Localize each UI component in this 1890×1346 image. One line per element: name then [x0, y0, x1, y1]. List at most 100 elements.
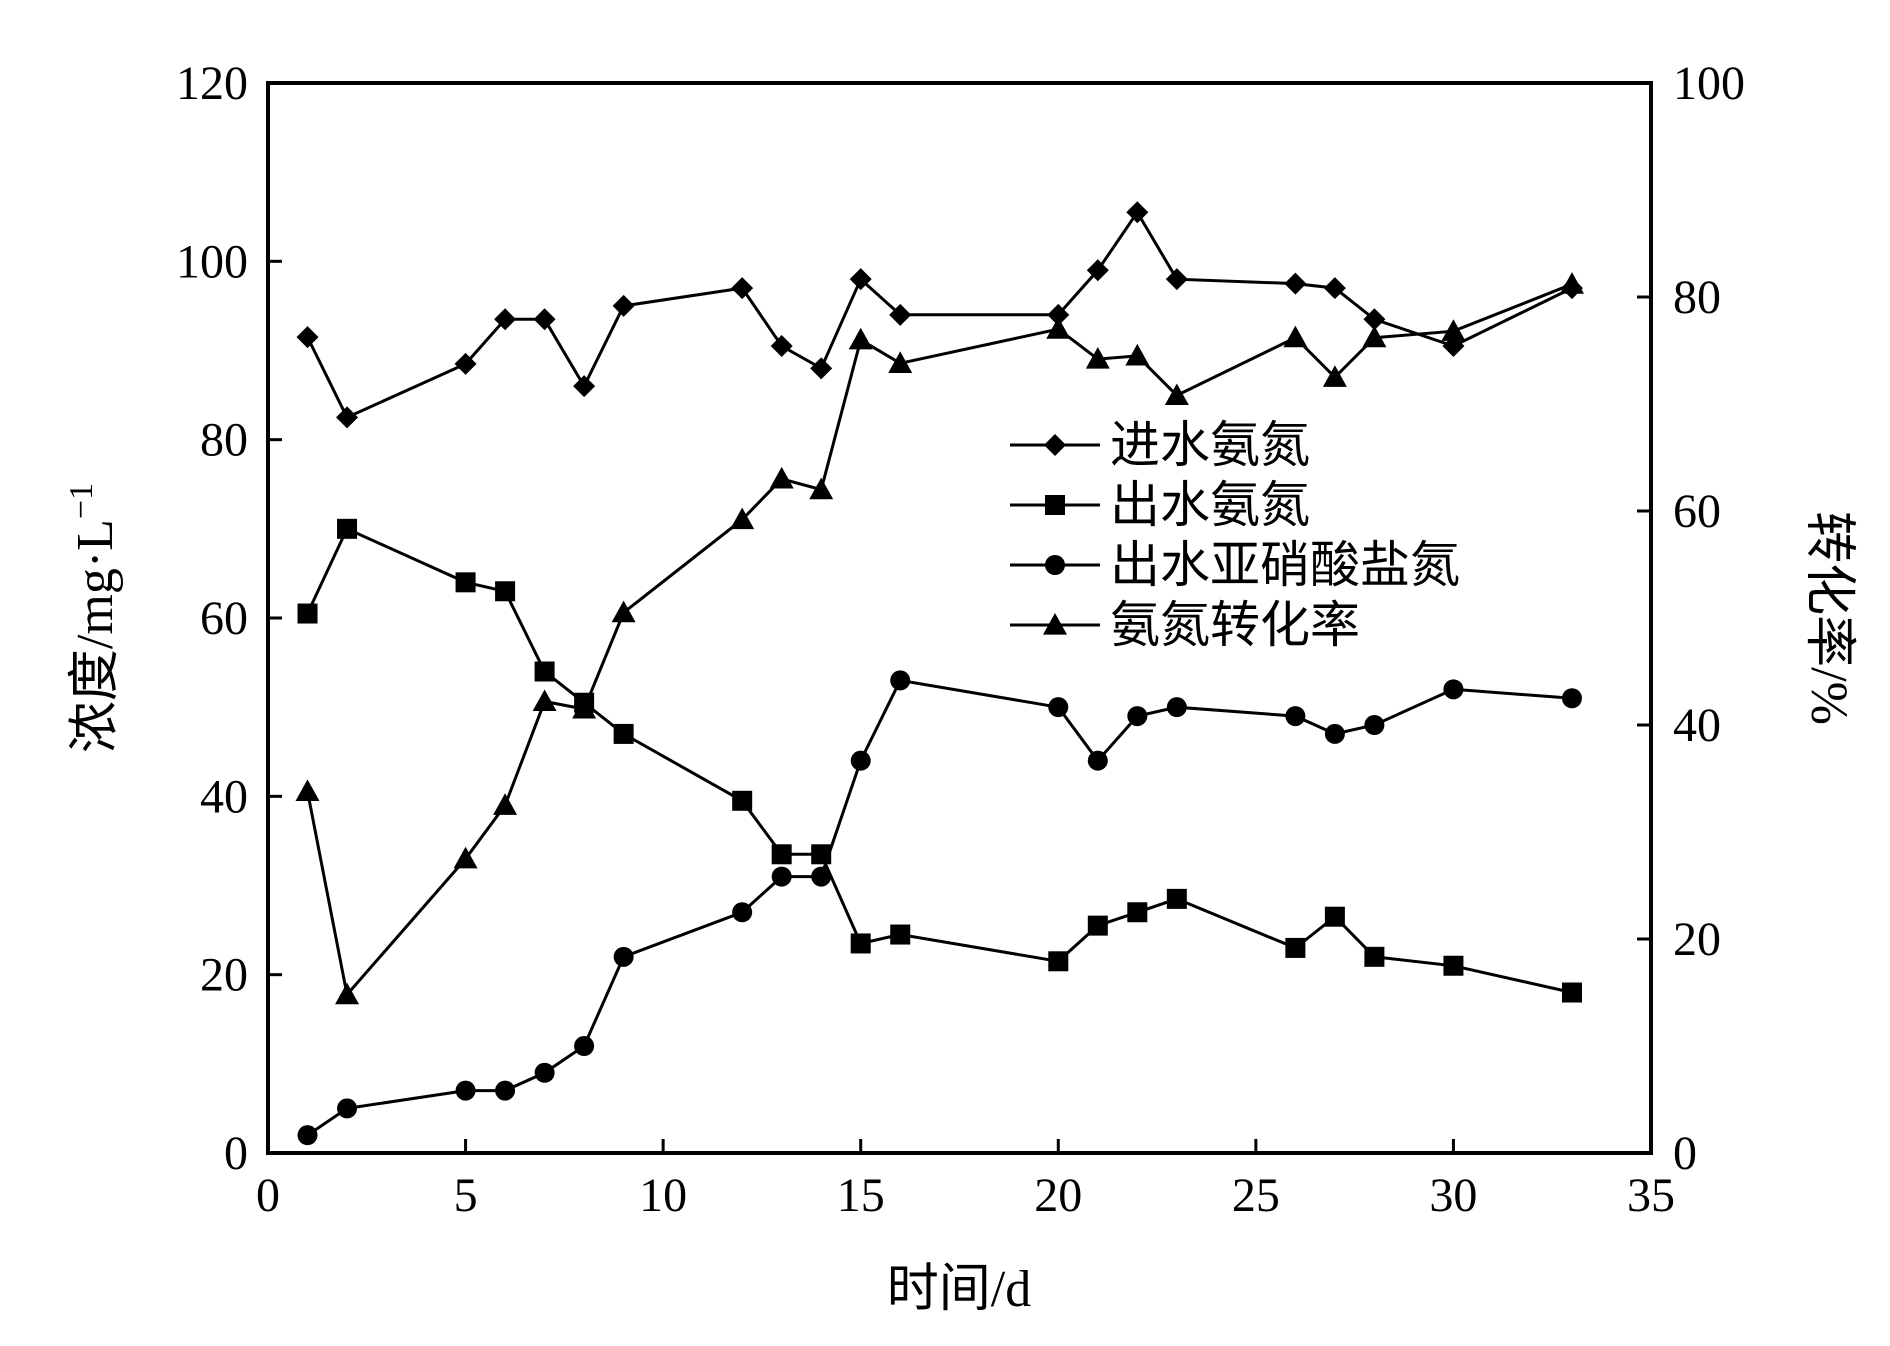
series-3-point: [1364, 715, 1385, 735]
series-2-point: [534, 661, 555, 682]
legend-item: 出水氨氮: [1010, 477, 1310, 533]
series-4-point: [532, 689, 557, 712]
series-3-point: [1561, 688, 1582, 709]
series-1-point: [810, 357, 833, 380]
series-3-point: [1127, 706, 1148, 727]
series-3-point: [297, 1125, 318, 1146]
series-1-point: [1047, 303, 1070, 326]
legend-marker: [1043, 613, 1067, 635]
series-3-point: [613, 946, 634, 967]
y-left-tick-label: 60: [200, 592, 248, 645]
series-1-point: [573, 375, 596, 398]
series-1-point: [533, 308, 556, 331]
series-4-point: [1085, 347, 1110, 369]
legend-item: 出水亚硝酸盐氮: [1010, 537, 1460, 593]
series-1-point: [494, 308, 517, 331]
series-4-point: [493, 793, 518, 815]
y-left-tick-label: 20: [200, 949, 248, 1002]
series-1-point: [1086, 259, 1109, 282]
series-4-point: [1362, 325, 1387, 348]
x-tick-label: 15: [837, 1169, 885, 1222]
y-left-tick-label: 0: [224, 1127, 248, 1180]
series-4-point: [1559, 272, 1584, 294]
y-axis-right-title: 转化率/%: [1800, 511, 1857, 725]
series-4-point: [848, 327, 873, 350]
series-4-point: [453, 846, 478, 869]
y-right-tick-label: 100: [1673, 57, 1745, 110]
series-4-line: [306, 282, 1573, 998]
series-3-point: [732, 902, 753, 923]
x-tick-label: 5: [454, 1169, 478, 1222]
series-1-line: [306, 209, 1573, 420]
series-1-point: [1165, 268, 1188, 291]
y-right-tick-label: 60: [1673, 485, 1721, 538]
series-3-point: [1166, 697, 1187, 718]
legend-label: 进水氨氮: [1110, 417, 1310, 473]
plot-frame: [266, 81, 1653, 1155]
series-4-point: [730, 507, 755, 530]
ticks: 0 5 10 15 20 25 30 3502040608010012002040608010…: [176, 57, 1745, 1222]
series-1-point: [849, 268, 872, 291]
series-3-point: [890, 670, 911, 691]
series-2-point: [613, 723, 634, 744]
y-axis-left-title: 浓度/mg·L−1: [63, 483, 124, 753]
y-left-tick-label: 80: [200, 414, 248, 467]
series-3-point: [574, 1036, 595, 1056]
series-1-point: [296, 326, 319, 349]
legend-marker: [1044, 434, 1066, 456]
x-tick-label: 10: [639, 1169, 687, 1222]
series-2-point: [732, 790, 753, 811]
series-2-point: [337, 518, 358, 539]
series-3-point: [1048, 697, 1069, 718]
series-4-point: [1283, 325, 1308, 348]
series-1-point: [1363, 308, 1386, 331]
series-1-point: [1323, 277, 1346, 300]
series-4-point: [611, 600, 636, 623]
y-right-tick-label: 0: [1673, 1127, 1697, 1180]
series-3: [297, 670, 1582, 1146]
legend-label: 氨氮转化率: [1110, 597, 1360, 653]
x-tick-label: 20: [1034, 1169, 1082, 1222]
series-1-point: [1284, 272, 1307, 295]
series-4-point: [572, 696, 597, 719]
y-right-tick-label: 20: [1673, 913, 1721, 966]
series-2-point: [1561, 982, 1582, 1003]
series-4-point: [888, 351, 913, 373]
series-layer: [295, 201, 1584, 1146]
legend-label: 出水亚硝酸盐氮: [1110, 537, 1460, 593]
series-2-point: [1048, 951, 1069, 972]
series-3-line: [306, 678, 1573, 1137]
series-3-point: [850, 750, 871, 771]
series-2-point: [890, 924, 911, 945]
series-1-point: [770, 335, 793, 358]
series-1-point: [1126, 201, 1149, 224]
series-3-point: [455, 1080, 476, 1101]
legend-item: 进水氨氮: [1010, 417, 1310, 473]
series-2-point: [1324, 906, 1345, 927]
series-3-point: [1087, 750, 1108, 771]
x-tick-label: 30: [1429, 1169, 1477, 1222]
series-1-point: [731, 277, 754, 300]
series-1-point: [612, 294, 635, 317]
series-3-point: [811, 866, 832, 887]
series-2-point: [1087, 915, 1108, 936]
y-axis-left-title-sup: −1: [63, 483, 100, 519]
series-4-point: [1125, 343, 1150, 366]
y-left-tick-label: 100: [176, 235, 248, 288]
series-2-point: [1285, 937, 1306, 958]
series-3-point: [1443, 679, 1464, 700]
series-3-point: [1324, 723, 1345, 744]
series-3-point: [337, 1098, 358, 1119]
series-2-point: [771, 844, 792, 865]
series-2-point: [1443, 955, 1464, 976]
series-4-point: [295, 779, 320, 801]
legend-marker: [1045, 495, 1065, 515]
series-2-point: [1364, 946, 1385, 967]
series-4-point: [1322, 365, 1347, 387]
legend-item: 氨氮转化率: [1010, 597, 1360, 653]
series-4-point: [769, 466, 794, 489]
series-4-point: [809, 477, 834, 500]
series-1-point: [336, 406, 359, 429]
series-1-point: [889, 303, 912, 326]
